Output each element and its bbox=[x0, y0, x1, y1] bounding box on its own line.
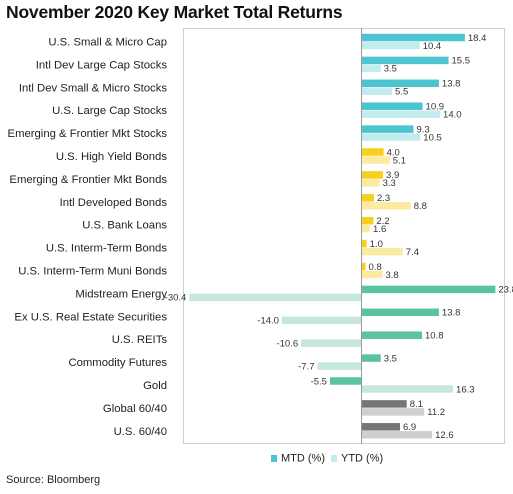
ytd-value-label-3: 14.0 bbox=[443, 110, 462, 121]
chart-title: November 2020 Key Market Total Returns bbox=[6, 2, 343, 22]
ytd-bar-11 bbox=[189, 293, 361, 302]
mtd-value-label-5: 4.0 bbox=[387, 147, 400, 158]
ytd-bar-2 bbox=[361, 87, 393, 96]
ytd-value-label-13: -10.6 bbox=[276, 339, 298, 350]
mtd-bar-2 bbox=[361, 79, 439, 88]
mtd-bar-17 bbox=[361, 423, 400, 431]
ytd-bar-0 bbox=[361, 41, 420, 50]
category-label-17: U.S. 60/40 bbox=[114, 426, 167, 438]
ytd-value-label-4: 10.5 bbox=[423, 132, 442, 143]
mtd-bar-8 bbox=[361, 216, 374, 225]
ytd-value-label-17: 12.6 bbox=[435, 430, 454, 441]
ytd-bar-3 bbox=[361, 110, 441, 118]
mtd-bar-15 bbox=[329, 377, 361, 385]
ytd-bar-15 bbox=[361, 385, 454, 393]
category-label-5: U.S. High Yield Bonds bbox=[56, 151, 167, 163]
category-label-8: U.S. Bank Loans bbox=[82, 220, 167, 232]
ytd-bar-1 bbox=[361, 64, 381, 73]
ytd-value-label-15: 16.3 bbox=[456, 384, 475, 395]
ytd-bar-8 bbox=[361, 224, 371, 233]
ytd-value-label-10: 3.8 bbox=[385, 270, 398, 281]
ytd-value-label-5: 5.1 bbox=[393, 155, 406, 166]
mtd-bar-1 bbox=[361, 56, 449, 65]
category-label-6: Emerging & Frontier Mkt Bonds bbox=[9, 174, 167, 186]
ytd-bar-13 bbox=[301, 339, 361, 347]
mtd-value-label-17: 6.9 bbox=[403, 422, 416, 433]
ytd-value-label-1: 3.5 bbox=[384, 64, 397, 75]
mtd-value-label-10: 0.8 bbox=[369, 262, 382, 273]
mtd-value-label-2: 13.8 bbox=[442, 79, 461, 90]
ytd-bar-16 bbox=[361, 408, 425, 416]
mtd-value-label-16: 8.1 bbox=[410, 399, 423, 410]
mtd-bar-6 bbox=[361, 171, 384, 179]
ytd-value-label-12: -14.0 bbox=[257, 316, 279, 327]
source-note: Source: Bloomberg bbox=[6, 474, 101, 486]
mtd-bar-4 bbox=[361, 125, 414, 133]
mtd-value-label-11: 23.8 bbox=[498, 285, 513, 296]
category-label-9: U.S. Interm-Term Bonds bbox=[46, 243, 168, 255]
category-label-3: U.S. Large Cap Stocks bbox=[52, 105, 167, 117]
ytd-bar-9 bbox=[361, 247, 403, 256]
mtd-bar-5 bbox=[361, 148, 384, 156]
mtd-bar-0 bbox=[361, 33, 465, 42]
ytd-bar-4 bbox=[361, 133, 421, 141]
ytd-bar-6 bbox=[361, 179, 380, 187]
category-label-1: Intl Dev Large Cap Stocks bbox=[36, 59, 168, 71]
category-label-15: Gold bbox=[143, 380, 167, 392]
legend-label-mtd: MTD (%) bbox=[281, 453, 325, 465]
mtd-bar-16 bbox=[361, 400, 407, 408]
category-label-13: U.S. REITs bbox=[112, 334, 168, 346]
ytd-bar-10 bbox=[361, 270, 383, 279]
legend-swatch-mtd bbox=[271, 455, 277, 462]
mtd-bar-3 bbox=[361, 102, 423, 110]
ytd-value-label-14: -7.7 bbox=[298, 361, 314, 372]
mtd-value-label-7: 2.3 bbox=[377, 193, 390, 204]
category-label-10: U.S. Interm-Term Muni Bonds bbox=[18, 266, 167, 278]
ytd-value-label-0: 10.4 bbox=[423, 41, 442, 52]
ytd-bar-14 bbox=[317, 362, 361, 370]
category-label-2: Intl Dev Small & Micro Stocks bbox=[19, 82, 168, 94]
mtd-value-label-9: 1.0 bbox=[370, 239, 383, 250]
ytd-bar-17 bbox=[361, 431, 433, 439]
mtd-value-label-4: 9.3 bbox=[417, 124, 430, 135]
mtd-value-label-1: 15.5 bbox=[452, 56, 471, 67]
legend-label-ytd: YTD (%) bbox=[341, 453, 383, 465]
ytd-value-label-7: 8.8 bbox=[414, 201, 427, 212]
ytd-value-label-8: 1.6 bbox=[373, 224, 386, 235]
plot-frame bbox=[183, 28, 505, 444]
ytd-bar-5 bbox=[361, 156, 390, 164]
category-label-16: Global 60/40 bbox=[103, 403, 167, 415]
ytd-value-label-2: 5.5 bbox=[395, 87, 408, 98]
ytd-value-label-6: 3.3 bbox=[383, 178, 396, 189]
category-label-12: Ex U.S. Real Estate Securities bbox=[14, 311, 167, 323]
mtd-value-label-14: 3.5 bbox=[384, 353, 397, 364]
category-label-7: Intl Developed Bonds bbox=[60, 197, 168, 209]
category-label-4: Emerging & Frontier Mkt Stocks bbox=[8, 128, 168, 140]
mtd-value-label-8: 2.2 bbox=[376, 216, 389, 227]
legend-swatch-ytd bbox=[331, 455, 337, 462]
ytd-bar-12 bbox=[281, 316, 361, 325]
mtd-value-label-0: 18.4 bbox=[468, 33, 487, 44]
category-label-0: U.S. Small & Micro Cap bbox=[48, 37, 167, 49]
ytd-value-label-9: 7.4 bbox=[406, 247, 419, 258]
mtd-bar-10 bbox=[361, 262, 366, 271]
category-label-11: Midstream Energy bbox=[75, 288, 167, 300]
mtd-bar-9 bbox=[361, 239, 367, 248]
mtd-bar-7 bbox=[361, 194, 374, 202]
mtd-value-label-3: 10.9 bbox=[426, 102, 445, 113]
mtd-bar-14 bbox=[361, 354, 381, 362]
ytd-bar-7 bbox=[361, 202, 411, 210]
mtd-value-label-15: -5.5 bbox=[311, 376, 327, 387]
mtd-bar-13 bbox=[361, 331, 422, 339]
mtd-bar-12 bbox=[361, 308, 439, 317]
mtd-value-label-13: 10.8 bbox=[425, 331, 444, 342]
mtd-value-label-12: 13.8 bbox=[442, 308, 461, 319]
ytd-value-label-16: 11.2 bbox=[427, 407, 445, 418]
category-label-14: Commodity Futures bbox=[68, 357, 167, 369]
mtd-bar-11 bbox=[361, 285, 496, 294]
mtd-value-label-6: 3.9 bbox=[386, 170, 399, 181]
ytd-value-label-11: -30.4 bbox=[165, 293, 187, 304]
